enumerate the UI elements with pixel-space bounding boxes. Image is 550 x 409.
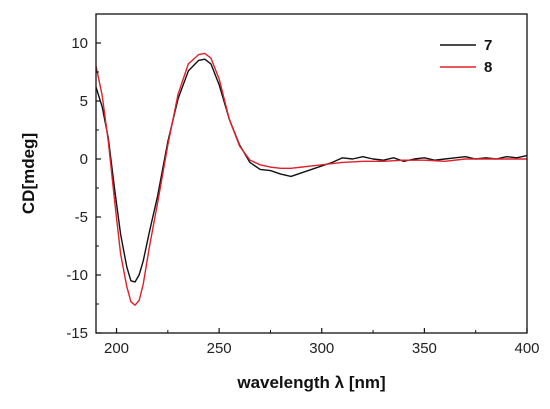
series-line-8 xyxy=(95,52,527,306)
x-tick-label: 400 xyxy=(514,340,539,357)
plot-frame xyxy=(95,13,528,334)
legend-label-7: 7 xyxy=(484,37,492,54)
legend-label-8: 8 xyxy=(484,59,492,76)
series-line-7 xyxy=(95,58,528,283)
x-tick-label: 350 xyxy=(412,340,437,357)
y-axis-title: CD[mdeg] xyxy=(19,133,38,214)
y-tick-label: -5 xyxy=(75,209,88,226)
plot-area: 200 250 300 350 400 -15 -10 -5 0 5 10 xyxy=(66,13,540,357)
x-tick-label: 200 xyxy=(104,340,129,357)
axis-labels: wavelength λ [nm] CD[mdeg] xyxy=(19,133,386,392)
x-axis-title: wavelength λ [nm] xyxy=(236,373,385,392)
x-tick-label: 300 xyxy=(309,340,334,357)
y-tick-label: -15 xyxy=(66,325,88,342)
y-tick-label: 0 xyxy=(80,151,88,168)
y-tick-label: 5 xyxy=(80,93,88,110)
x-tick-label: 250 xyxy=(207,340,232,357)
legend: 78 xyxy=(440,37,492,76)
y-tick-label: 10 xyxy=(71,35,88,52)
y-tick-label: -10 xyxy=(66,267,88,284)
